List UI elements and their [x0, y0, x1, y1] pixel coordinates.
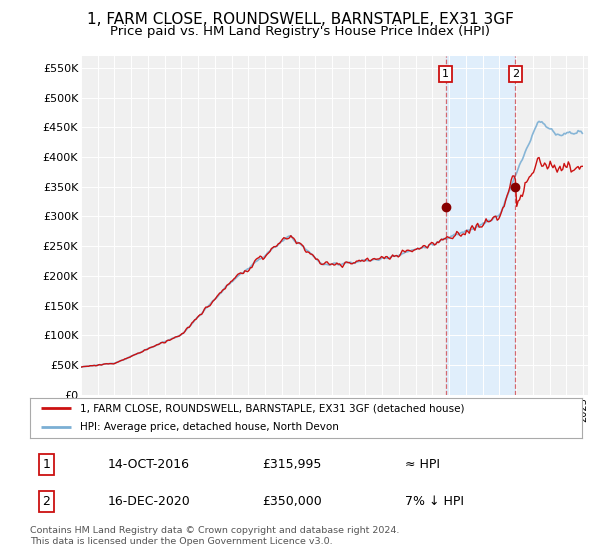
- Text: 14-OCT-2016: 14-OCT-2016: [107, 458, 189, 471]
- Text: 1: 1: [43, 458, 50, 471]
- Text: 1, FARM CLOSE, ROUNDSWELL, BARNSTAPLE, EX31 3GF (detached house): 1, FARM CLOSE, ROUNDSWELL, BARNSTAPLE, E…: [80, 404, 464, 413]
- Bar: [446, 56, 515, 395]
- Text: 2: 2: [512, 69, 519, 79]
- Text: 7% ↓ HPI: 7% ↓ HPI: [406, 495, 464, 508]
- Text: £315,995: £315,995: [262, 458, 321, 471]
- Text: £350,000: £350,000: [262, 495, 322, 508]
- Text: 2: 2: [43, 495, 50, 508]
- Text: ≈ HPI: ≈ HPI: [406, 458, 440, 471]
- Text: 1: 1: [442, 69, 449, 79]
- Text: 1, FARM CLOSE, ROUNDSWELL, BARNSTAPLE, EX31 3GF: 1, FARM CLOSE, ROUNDSWELL, BARNSTAPLE, E…: [86, 12, 514, 27]
- Text: Contains HM Land Registry data © Crown copyright and database right 2024.
This d: Contains HM Land Registry data © Crown c…: [30, 526, 400, 546]
- Text: HPI: Average price, detached house, North Devon: HPI: Average price, detached house, Nort…: [80, 422, 338, 432]
- Text: 16-DEC-2020: 16-DEC-2020: [107, 495, 190, 508]
- Text: Price paid vs. HM Land Registry's House Price Index (HPI): Price paid vs. HM Land Registry's House …: [110, 25, 490, 38]
